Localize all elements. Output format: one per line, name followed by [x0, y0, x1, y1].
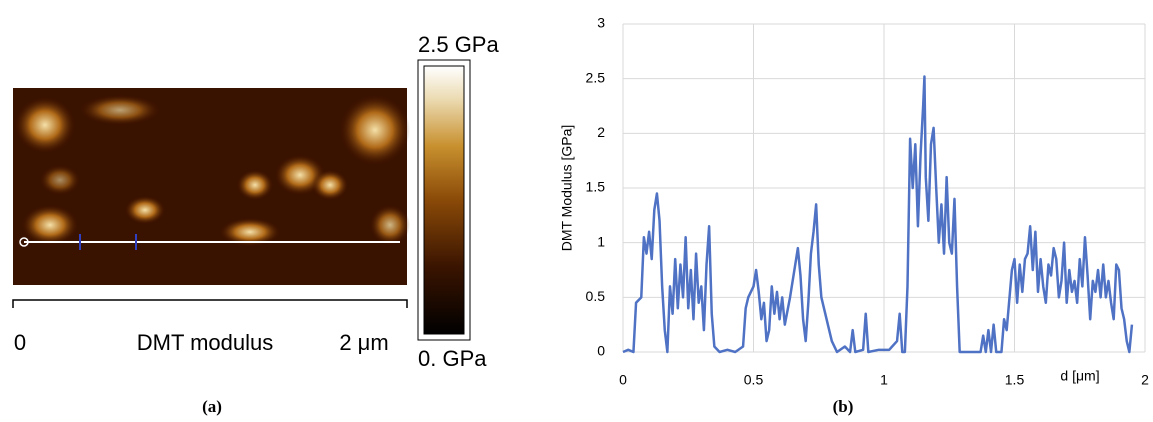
colorbar-min: 0. GPa: [418, 346, 487, 371]
data-line: [622, 75, 1134, 354]
y-tick-label: 0.5: [586, 288, 606, 304]
x-tick-label: 0.5: [744, 372, 764, 388]
y-axis-label: DMT Modulus [GPa]: [559, 125, 575, 252]
y-tick-label: 1: [597, 233, 605, 249]
caption: (a): [202, 397, 222, 416]
y-tick-label: 1.5: [586, 179, 606, 195]
label-bg: [1045, 365, 1115, 387]
x-tick-label: 2: [1141, 372, 1149, 388]
colorbar-max: 2.5 GPa: [418, 32, 499, 57]
x-axis-label: d [μm]: [1060, 368, 1099, 384]
y-tick-label: 2: [597, 124, 605, 140]
colorbar: [423, 65, 465, 335]
afm-image: [13, 88, 410, 285]
y-tick-label: 3: [597, 15, 605, 31]
x-tick-label: 1: [880, 372, 888, 388]
x-tick-label: 1.5: [1005, 372, 1025, 388]
scale-start: 0: [14, 330, 26, 355]
y-tick-label: 0: [597, 343, 605, 359]
scale-title: DMT modulus: [137, 330, 274, 355]
x-tick-label: 0: [619, 372, 627, 388]
scale-end: 2 μm: [339, 330, 388, 355]
y-tick-label: 2.5: [586, 69, 606, 85]
caption: (b): [833, 397, 854, 416]
scale-bar: [12, 299, 408, 308]
